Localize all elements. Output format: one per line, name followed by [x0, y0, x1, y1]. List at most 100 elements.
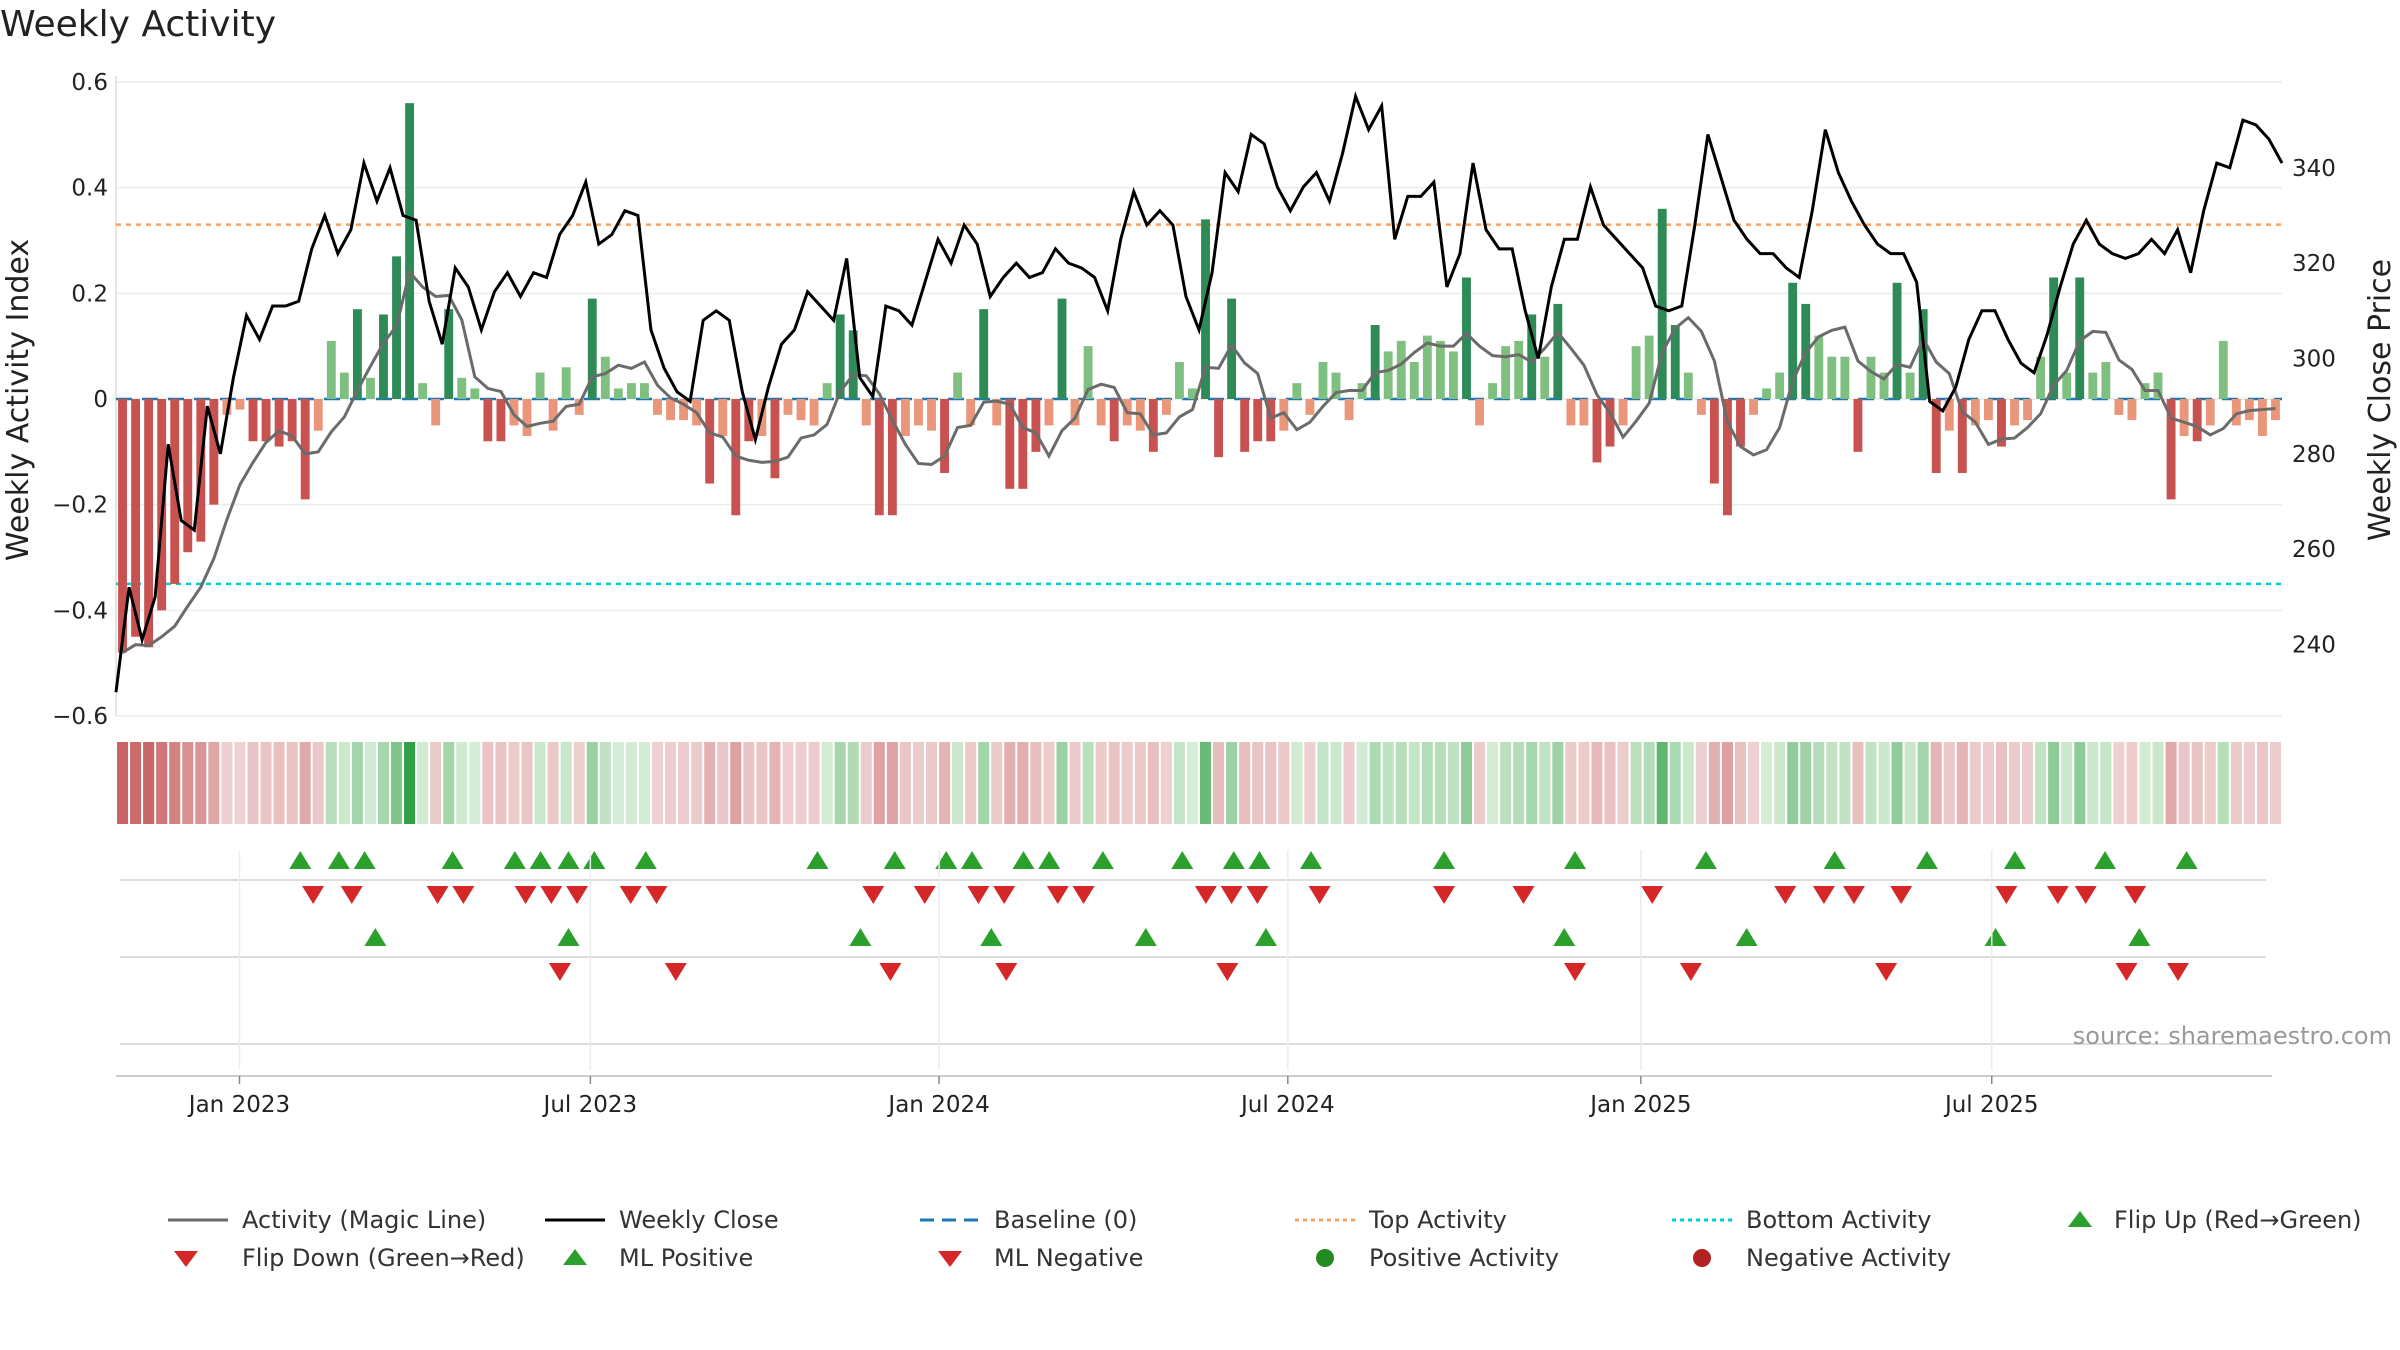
ml-negative-marker [1216, 963, 1239, 981]
heat-cell [952, 742, 964, 824]
flip-down-marker [2046, 886, 2069, 904]
activity-bar [1201, 219, 1210, 399]
heat-cell [2230, 742, 2242, 824]
activity-bar [1488, 383, 1498, 399]
ml-negative-marker [1679, 963, 1702, 981]
heat-cell [1304, 742, 1316, 824]
flip-up-marker [1091, 851, 1114, 869]
heat-cell [1369, 742, 1381, 824]
activity-bar [261, 399, 271, 442]
legend-item-flip-down: Flip Down (Green→Red) [168, 1244, 525, 1272]
activity-bar [1866, 356, 1876, 399]
heat-cell [195, 742, 207, 824]
heat-cell [156, 742, 168, 824]
ml-negative-marker [1563, 963, 1586, 981]
activity-bar [1109, 399, 1119, 442]
activity-bar [783, 399, 793, 415]
heat-cell [495, 742, 507, 824]
heat-cell [2061, 742, 2073, 824]
flip-up-marker [1823, 851, 1846, 869]
flip-up-marker [634, 851, 657, 869]
heat-cell [2178, 742, 2190, 824]
activity-bar [2231, 399, 2241, 426]
legend-label: Bottom Activity [1746, 1206, 1932, 1234]
x-tick-label: Jan 2024 [886, 1092, 989, 1118]
activity-bar [1931, 399, 1941, 473]
flip-down-marker [2124, 886, 2147, 904]
heat-cell [1839, 742, 1851, 824]
activity-bar [1383, 351, 1393, 399]
activity-bar [1592, 399, 1602, 463]
activity-bar [848, 330, 858, 399]
activity-bar [861, 399, 871, 426]
ml-negative-marker [2115, 963, 2138, 981]
heat-cell [1865, 742, 1877, 824]
flip-down-marker [619, 886, 642, 904]
legend-label: Flip Up (Red→Green) [2114, 1206, 2362, 1234]
activity-bar [352, 309, 362, 399]
ml-negative-marker [879, 963, 902, 981]
reference-lines [116, 223, 2282, 586]
heat-cell [1513, 742, 1525, 824]
activity-bar [653, 399, 662, 415]
heat-cell [1904, 742, 1916, 824]
heat-cell [1682, 742, 1694, 824]
signal-markers [116, 851, 2272, 1077]
heat-cell [1043, 742, 1055, 824]
heat-cell [1408, 742, 1420, 824]
activity-bar [1944, 399, 1954, 431]
heat-cell [143, 742, 155, 824]
heat-cell [847, 742, 859, 824]
x-tick-label: Jul 2023 [542, 1092, 638, 1118]
flip-down-marker [1995, 886, 2018, 904]
heat-cell [678, 742, 690, 824]
heat-cell [1721, 742, 1733, 824]
heat-cell [1813, 742, 1825, 824]
activity-bar [248, 399, 258, 442]
activity-bar [1462, 277, 1471, 399]
heat-cell [1748, 742, 1760, 824]
heat-cell [1656, 742, 1668, 824]
ml-positive-marker [1134, 928, 1157, 946]
heat-cell [1852, 742, 1864, 824]
heat-cell [1565, 742, 1577, 824]
legend-label: Weekly Close [619, 1206, 779, 1234]
heat-cell [482, 742, 494, 824]
flip-down-marker [993, 886, 1016, 904]
heat-cell [1695, 742, 1707, 824]
activity-bar [496, 399, 506, 442]
activity-bar [1449, 351, 1458, 399]
activity-bar [131, 399, 141, 637]
ml-positive-marker [364, 928, 387, 946]
heat-cell [912, 742, 924, 824]
heat-cell [743, 742, 755, 824]
activity-bar [796, 399, 806, 421]
activity-bar [561, 367, 571, 399]
activity-bar [1709, 399, 1719, 484]
activity-bar [1527, 314, 1537, 399]
flip-up-marker [960, 851, 983, 869]
flip-down-marker [340, 886, 363, 904]
heat-cell [2243, 742, 2255, 824]
activity-bar [1501, 346, 1511, 399]
x-axis: Jan 2023 Jul 2023 Jan 2024 Jul 2024 Jan 2025… [187, 850, 2039, 1118]
activity-bar [2257, 399, 2267, 436]
legend-label: ML Negative [994, 1244, 1144, 1272]
activity-bar [144, 399, 154, 648]
heat-cell [899, 742, 911, 824]
activity-bar [274, 399, 284, 447]
activity-bar [2179, 399, 2189, 436]
heat-cell [1108, 742, 1120, 824]
activity-bar [300, 399, 310, 500]
activity-bar [613, 388, 623, 399]
heat-cell [1917, 742, 1929, 824]
activity-bar [1005, 399, 1015, 489]
heat-cell [1578, 742, 1590, 824]
weekly-close-line [114, 91, 2284, 693]
flip-down-marker [862, 886, 885, 904]
heat-cell [391, 742, 403, 824]
legend-item-activity-line: Activity (Magic Line) [168, 1206, 486, 1234]
flip-down-marker [1641, 886, 1664, 904]
activity-bar [1957, 399, 1967, 473]
